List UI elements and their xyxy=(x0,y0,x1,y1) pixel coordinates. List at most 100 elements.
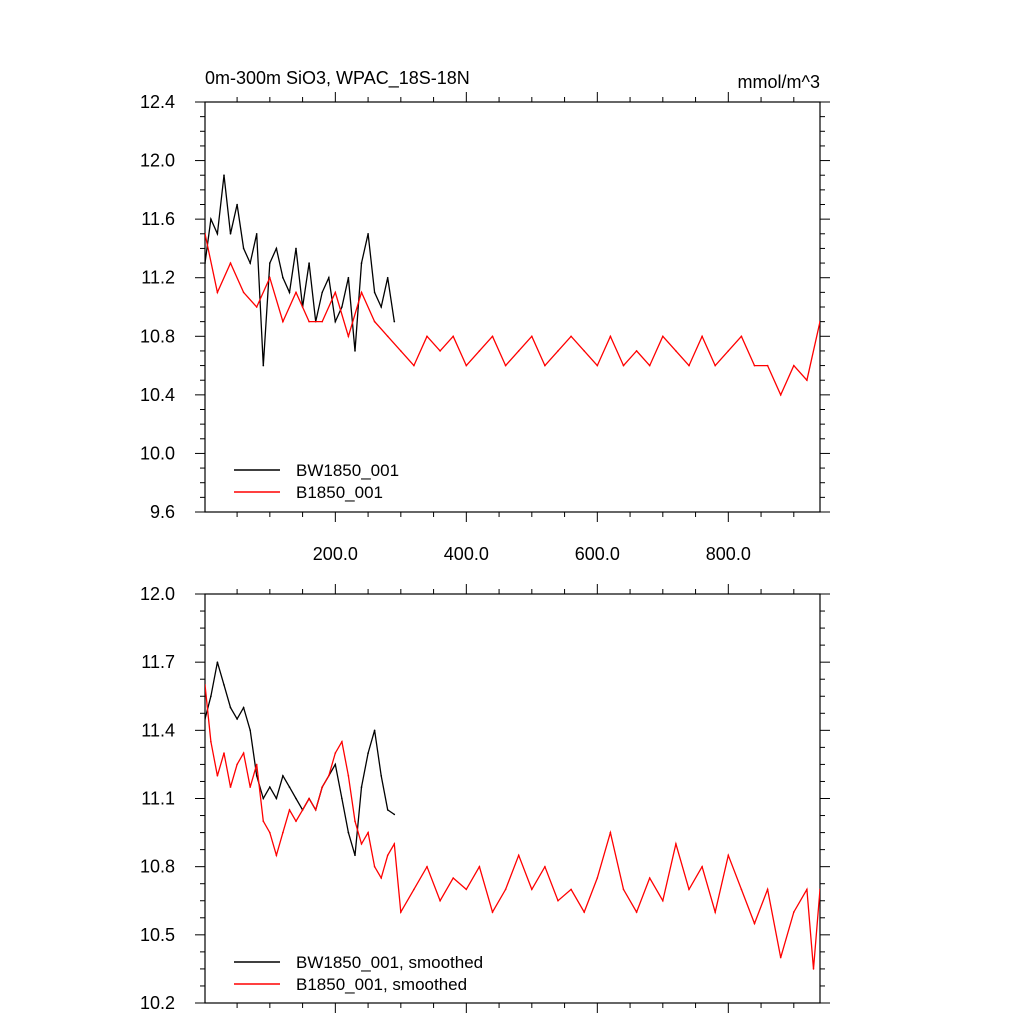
data-point xyxy=(262,364,265,367)
data-point xyxy=(714,364,716,367)
data-point xyxy=(223,752,225,754)
data-point xyxy=(334,752,337,754)
data-point xyxy=(205,684,206,686)
data-point xyxy=(662,899,664,902)
data-point xyxy=(373,865,376,868)
data-point xyxy=(216,775,219,777)
data-point xyxy=(301,809,304,811)
data-point xyxy=(295,291,297,294)
data-point xyxy=(688,888,690,891)
data-point xyxy=(393,320,396,323)
data-point xyxy=(609,831,612,834)
data-point xyxy=(334,320,337,323)
data-point xyxy=(557,350,559,352)
data-point xyxy=(793,364,795,367)
series-line xyxy=(205,233,820,397)
data-point xyxy=(400,350,402,352)
chart-title: 0m-300m SiO3, WPAC_18S-18N xyxy=(205,68,470,89)
data-point xyxy=(341,306,343,308)
data-point xyxy=(242,706,245,709)
data-point xyxy=(229,706,232,709)
units-label: mmol/m^3 xyxy=(738,72,820,92)
data-point xyxy=(740,335,743,338)
data-point xyxy=(478,865,481,868)
data-point xyxy=(491,911,494,913)
data-point xyxy=(819,320,820,323)
data-point xyxy=(236,718,238,720)
data-point xyxy=(269,262,271,264)
data-point xyxy=(386,335,389,338)
data-point xyxy=(491,335,494,338)
data-point xyxy=(675,843,677,845)
data-point xyxy=(570,335,572,338)
data-point xyxy=(216,291,219,294)
data-point xyxy=(242,752,245,754)
data-point xyxy=(531,888,533,891)
y-tick-label: 10.2 xyxy=(140,993,175,1013)
data-point xyxy=(255,306,258,308)
data-point xyxy=(753,364,756,367)
data-point xyxy=(380,775,383,777)
data-point xyxy=(465,888,468,891)
data-point xyxy=(373,320,376,323)
data-point xyxy=(295,820,297,822)
data-point xyxy=(347,335,350,338)
data-point xyxy=(360,843,363,845)
data-point xyxy=(596,877,599,879)
data-point xyxy=(347,831,350,834)
legend-label: BW1850_001, smoothed xyxy=(296,953,483,972)
data-point xyxy=(596,364,599,367)
data-point xyxy=(360,786,363,788)
data-point xyxy=(269,786,271,788)
data-point xyxy=(262,797,265,800)
data-point xyxy=(288,809,291,811)
data-point xyxy=(648,364,651,367)
y-tick-label: 9.6 xyxy=(150,502,175,522)
data-point xyxy=(504,888,507,891)
data-point xyxy=(622,364,625,367)
y-tick-label: 11.7 xyxy=(141,652,175,672)
y-tick-label: 10.8 xyxy=(140,857,175,877)
data-point xyxy=(740,888,743,891)
data-point xyxy=(236,763,238,766)
data-point xyxy=(205,262,206,264)
y-tick-label: 11.1 xyxy=(141,789,175,809)
x-tick-label: 200.0 xyxy=(313,544,358,564)
data-point xyxy=(328,775,330,777)
data-point xyxy=(753,922,756,925)
series-line xyxy=(205,662,395,856)
data-point xyxy=(517,350,520,352)
data-point xyxy=(583,350,585,352)
data-point xyxy=(347,276,350,279)
data-point xyxy=(236,203,238,206)
top-panel: 9.6 10.0 10.4 10.8 11.2 11.6 12.0 12.4 200.0 400.… xyxy=(140,92,830,564)
data-point xyxy=(295,797,297,800)
data-point xyxy=(321,291,324,294)
data-point xyxy=(341,797,343,800)
data-point xyxy=(531,335,533,338)
data-point xyxy=(354,820,356,822)
data-point xyxy=(426,865,428,868)
data-point xyxy=(288,291,291,294)
data-point xyxy=(452,877,455,879)
y-tick-label: 11.4 xyxy=(141,720,175,740)
y-tick-label: 10.0 xyxy=(140,443,175,463)
data-point xyxy=(269,276,271,279)
data-point xyxy=(334,291,337,294)
data-point xyxy=(275,247,278,250)
data-point xyxy=(413,364,415,367)
series-group xyxy=(205,174,820,397)
data-point xyxy=(544,865,546,868)
data-point xyxy=(380,877,383,879)
data-point xyxy=(517,854,520,857)
y-tick-label: 12.4 xyxy=(140,92,175,112)
data-point xyxy=(439,350,441,352)
data-point xyxy=(393,813,396,816)
data-point xyxy=(262,820,265,822)
y-tick-label: 10.8 xyxy=(140,326,175,346)
data-point xyxy=(249,262,251,264)
series-line xyxy=(205,175,395,366)
legend-label: BW1850_001 xyxy=(296,461,399,480)
plot-frame xyxy=(204,101,821,513)
